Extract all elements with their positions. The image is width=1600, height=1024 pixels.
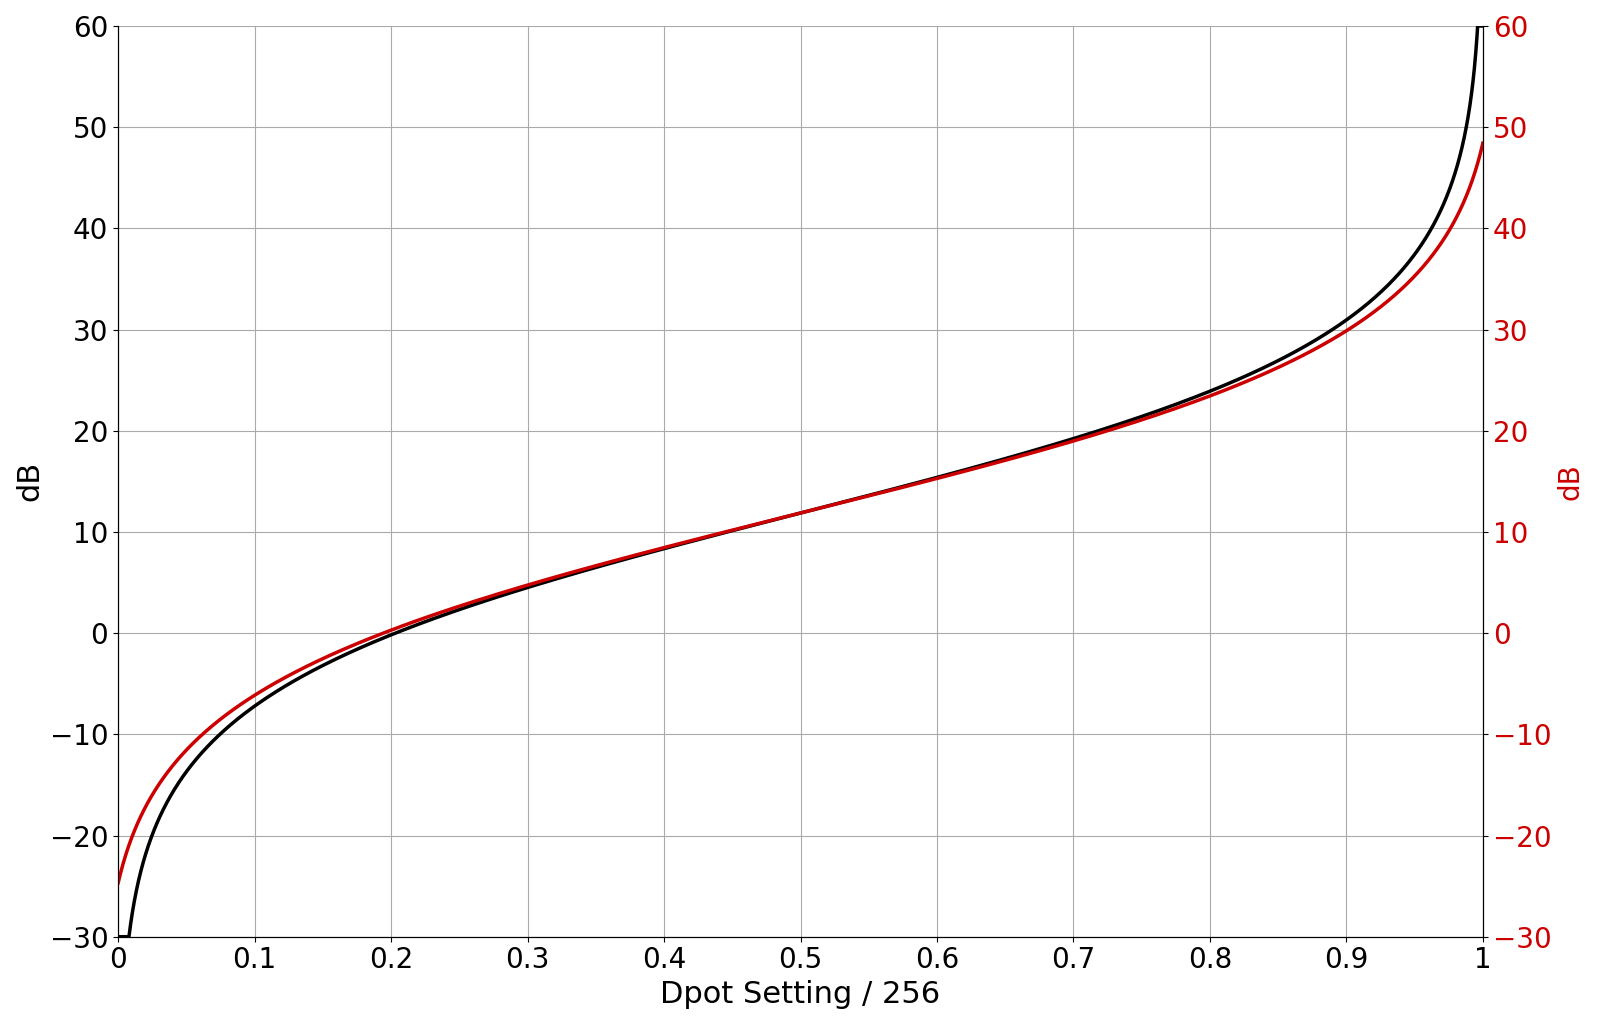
X-axis label: Dpot Setting / 256: Dpot Setting / 256 [661, 980, 941, 1009]
Y-axis label: dB: dB [1557, 463, 1586, 500]
Y-axis label: dB: dB [14, 461, 45, 502]
